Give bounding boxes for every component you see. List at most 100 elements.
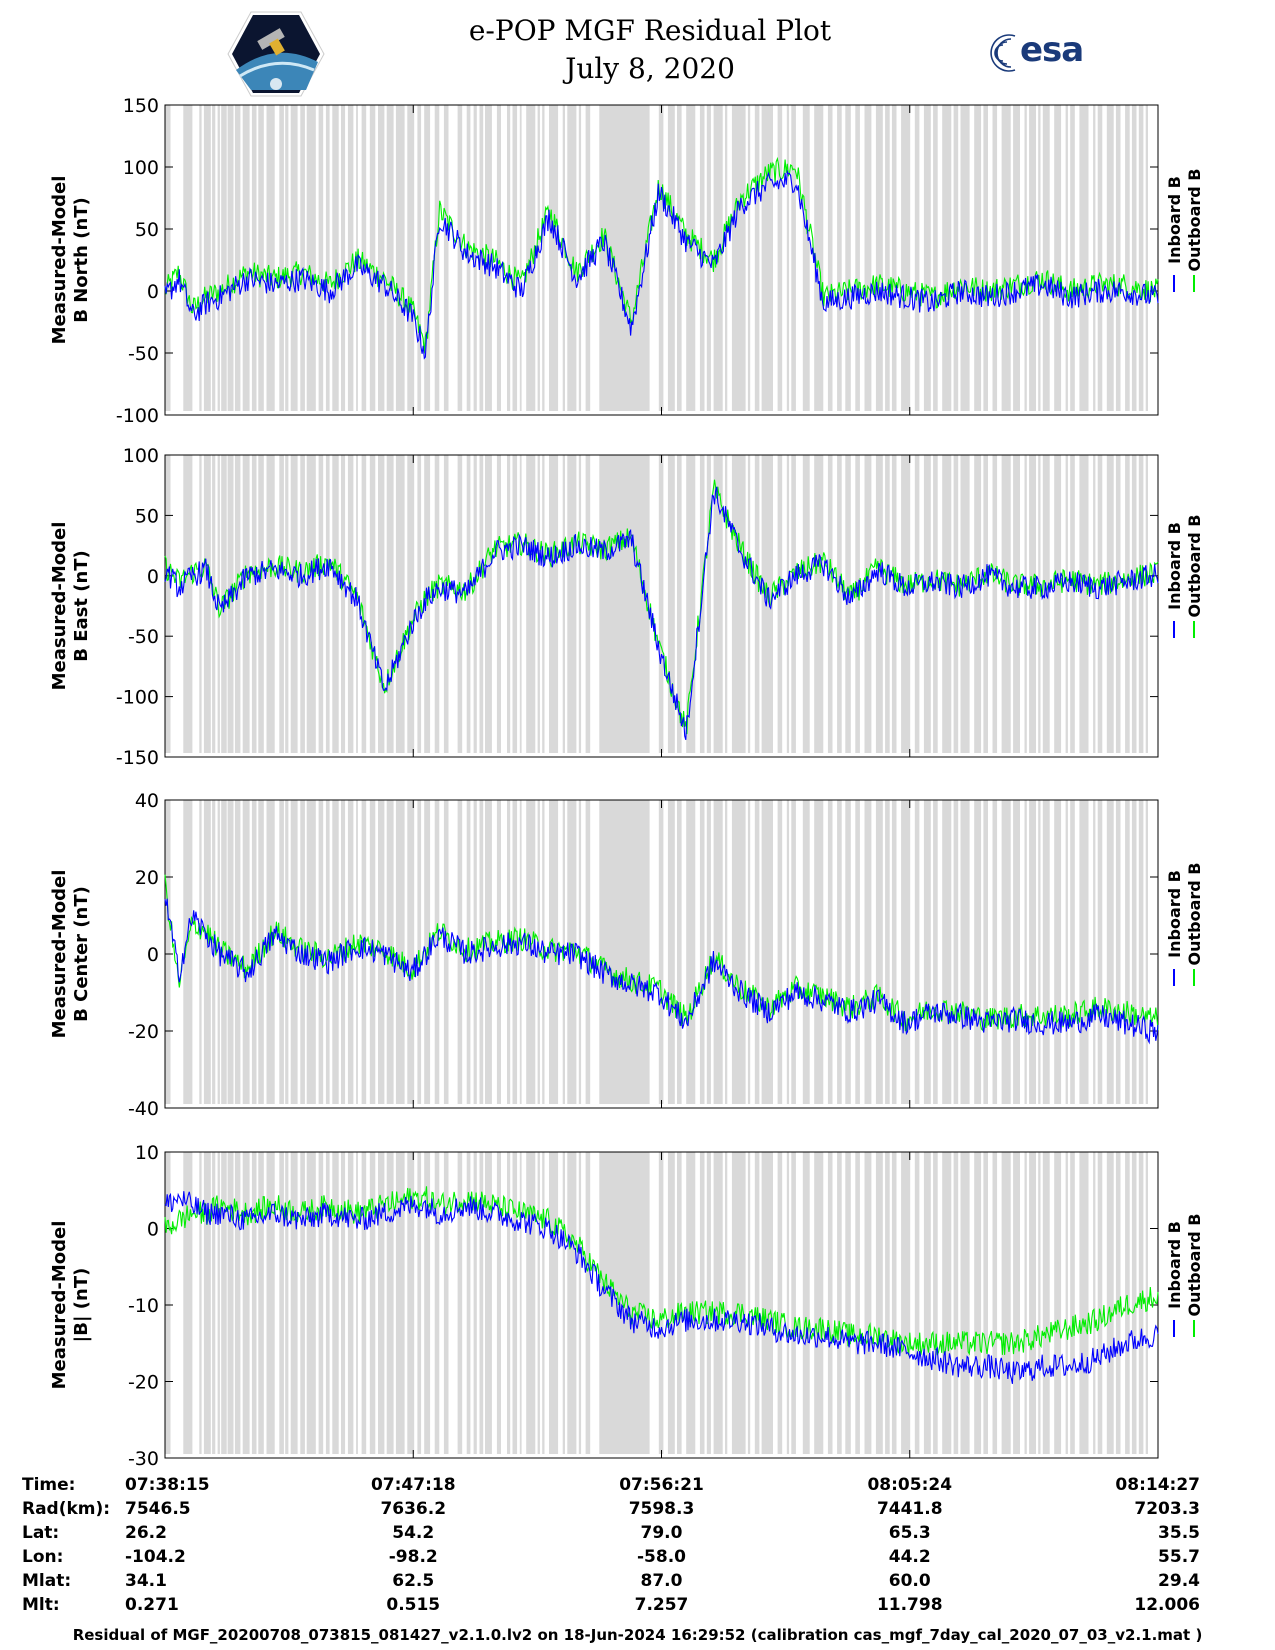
panel-3-shading-band: [434, 800, 440, 1104]
panel-3-shading-band: [901, 800, 911, 1104]
panel-4-shading-band: [725, 1152, 728, 1454]
info-cell: 29.4: [1158, 1571, 1200, 1591]
panel-1-shading-band: [434, 105, 440, 411]
panel-1-shading-band: [332, 105, 339, 411]
panel-2-shading-band: [562, 455, 565, 753]
panel-3-shading-band: [279, 800, 284, 1104]
panel-2-shading-band: [1138, 455, 1144, 753]
panel-2-shading-band: [434, 455, 440, 753]
panel-1-shading-band: [1131, 105, 1137, 411]
panel-4-shading-band: [875, 1152, 883, 1454]
panel-1-shading-band: [1013, 105, 1020, 411]
info-row-label: Lat:: [22, 1523, 59, 1543]
panel-2-shading-band: [1097, 455, 1103, 753]
panel-4-shading-band: [485, 1152, 492, 1454]
panel-1-shading-band: [512, 105, 518, 411]
panel-4-shading-band: [777, 1152, 783, 1454]
esa-logo-icon: [990, 34, 1016, 72]
panel-4-shading-band: [300, 1152, 305, 1454]
panel-1-shading-band: [1001, 105, 1011, 411]
panel-2-shading-band: [266, 455, 275, 753]
panel-1-shading-band: [731, 105, 746, 411]
panel-2-shading-band: [227, 455, 234, 753]
panel-2-shading-band: [578, 455, 582, 753]
panel-3-shading-band: [786, 800, 790, 1104]
panel-2-shading-band: [325, 455, 330, 753]
panel-3-shading-band: [791, 800, 796, 1104]
panel-1-shading-band: [165, 105, 171, 411]
panel-2-legend-inboard: Inboard B: [1165, 522, 1184, 610]
panel-2-shading-band: [443, 455, 449, 753]
panel-1-shading-band: [378, 105, 385, 411]
panel-2-shading-band: [183, 455, 193, 753]
panel-1-shading-band: [777, 105, 783, 411]
panel-2-shading-band: [786, 455, 790, 753]
panel-3-shading-band: [761, 800, 773, 1104]
panel-2-shading-band: [864, 455, 872, 753]
panel-1-shading-band: [443, 105, 449, 411]
panel-2-shading-band: [827, 455, 833, 753]
info-row-label: Mlt:: [22, 1595, 60, 1615]
panel-1-legend-outboard: Outboard B: [1185, 169, 1204, 272]
panel-1-shading-band: [1145, 105, 1148, 411]
panel-1-shading-band: [791, 105, 796, 411]
info-cell: 11.798: [877, 1595, 943, 1615]
panel-4-shading-band: [242, 1152, 250, 1454]
panel-4-shading-band: [386, 1152, 394, 1454]
panel-4-shading-band: [496, 1152, 501, 1454]
panel-3-y-tick-label: -40: [128, 1098, 159, 1120]
info-row-label: Rad(km):: [22, 1499, 110, 1519]
panel-1-y-tick-label: -50: [128, 343, 159, 365]
panel-3-shading-band: [395, 800, 405, 1104]
panel-3-shading-band: [677, 800, 682, 1104]
panel-4-shading-band: [1106, 1152, 1114, 1454]
panel-3-shading-band: [203, 800, 211, 1104]
panel-4-shading-band: [341, 1152, 346, 1454]
panel-3-shading-band: [983, 800, 988, 1104]
info-cell: 44.2: [889, 1547, 931, 1567]
panel-2-shading-band: [725, 455, 728, 753]
panel-1-shading-band: [300, 105, 305, 411]
panel-2-series-outboard: [164, 479, 1159, 735]
panel-4-shading-band: [761, 1152, 773, 1454]
panel-3-shading-band: [953, 800, 959, 1104]
panel-3-shading-band: [165, 800, 171, 1104]
panel-1-shading-band: [677, 105, 682, 411]
panel-4-shading-band: [1013, 1152, 1020, 1454]
panel-2-shading-band: [526, 455, 536, 753]
info-cell: 0.515: [386, 1595, 440, 1615]
panel-3-shading-band: [814, 800, 824, 1104]
panel-3-shading-band: [234, 800, 241, 1104]
panel-1-shading-band: [667, 105, 675, 411]
info-cell: 08:05:24: [867, 1475, 952, 1495]
panel-1-shading-band: [992, 105, 998, 411]
panel-1-shading-band: [279, 105, 284, 411]
panel-4-y-tick-label: -10: [128, 1295, 159, 1317]
info-cell: 0.271: [125, 1595, 179, 1615]
panel-1-shading-band: [1042, 105, 1050, 411]
panel-3-y-tick-label: 0: [147, 944, 159, 966]
panel-2-shading-band: [300, 455, 305, 753]
panel-1-shading-band: [242, 105, 250, 411]
panel-4-series-inboard: [164, 1191, 1159, 1385]
panel-2-shading-band: [369, 455, 376, 753]
panel-1-shading-band: [953, 105, 959, 411]
panel-1-shading-band: [203, 105, 211, 411]
panel-4-shading-band: [519, 1152, 522, 1454]
panel-2-series-inboard: [164, 486, 1159, 740]
panel-4-shading-band: [699, 1152, 705, 1454]
panel-3-shading-band: [242, 800, 250, 1104]
panel-4-shading-band: [457, 1152, 463, 1454]
panel-2-shading-band: [901, 455, 911, 753]
panel-4-y-tick-label: 10: [135, 1142, 159, 1164]
panel-2-shading-band: [165, 455, 171, 753]
panel-3-shading-band: [777, 800, 783, 1104]
panel-3-shading-band: [1125, 800, 1130, 1104]
panel-3-shading-band: [923, 800, 931, 1104]
info-cell: 12.006: [1134, 1595, 1200, 1615]
panel-2-y-tick-label: 50: [135, 505, 159, 527]
panel-1-shading-band: [875, 105, 883, 411]
panel-1-shading-band: [725, 105, 728, 411]
panel-4-shading-band: [1131, 1152, 1137, 1454]
panel-2-shading-band: [285, 455, 289, 753]
